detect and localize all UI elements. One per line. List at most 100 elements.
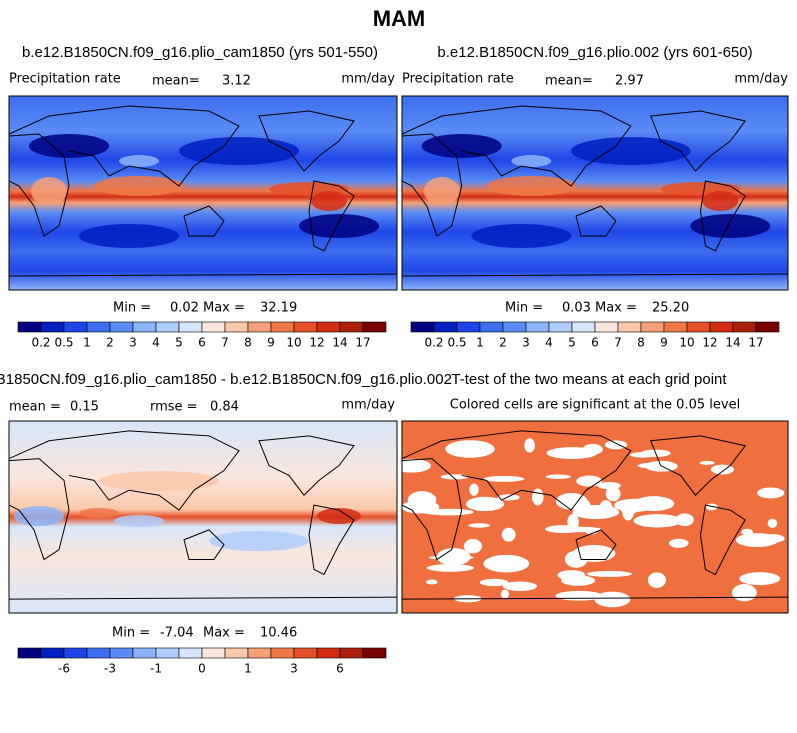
colorbar-box [63,321,88,333]
colorbar-box [617,321,642,333]
precip-feature [690,214,771,238]
colorbar-box [17,321,42,333]
colorbar-box [201,321,226,333]
insignificant-area [710,464,735,475]
rmse-label: rmse = [150,400,198,415]
colorbar-label: 0.5 [447,336,466,350]
colorbar-box [755,321,780,333]
colorbar-box [63,647,88,659]
colorbar-label: 0.2 [31,336,50,350]
colorbar-label: 2 [499,336,507,350]
colorbar-box [86,647,111,659]
colorbar-label: 0 [198,662,206,676]
colorbar-box [270,647,295,659]
diff-feature [114,515,164,527]
diff-feature [209,531,309,551]
insignificant-area [586,570,632,577]
mean-label: mean= [152,74,200,89]
min-label: Min = [505,301,543,316]
colorbar-box [178,647,203,659]
left-text: Precipitation rate [402,72,514,87]
max: 10.46 [260,626,297,641]
colorbar-box [709,321,734,333]
mean: 3.12 [222,74,251,89]
max: 25.20 [652,301,689,316]
colorbar-label: 14 [332,336,347,350]
precip-feature [79,224,179,248]
insignificant-area [402,458,431,473]
colorbar-box [132,321,157,333]
insignificant-area [555,493,588,510]
insignificant-area [605,486,621,502]
colorbar-label: -1 [150,662,162,676]
min: 0.03 [562,301,591,316]
insignificant-area [572,545,616,562]
precip-feature [29,134,109,158]
precip-feature [423,177,460,205]
mean-label: mean = [9,400,61,415]
colorbar-box [732,321,757,333]
colorbar-box [247,321,272,333]
min: 0.02 [170,301,199,316]
colorbar-label: 7 [614,336,622,350]
colorbar-box [247,647,272,659]
mean: 0.15 [70,400,99,415]
colorbar-box [17,647,42,659]
insignificant-area [604,440,628,450]
rmse: 0.84 [210,400,239,415]
map-field [402,421,788,613]
figure-title: MAM [373,6,426,31]
map-field [9,96,397,290]
insignificant-area [633,514,682,528]
colorbar-label: 1 [476,336,484,350]
colorbar-box [270,321,295,333]
insignificant-area [767,518,778,529]
insignificant-area [436,548,471,566]
insignificant-area [545,474,571,479]
colorbar-box [316,321,341,333]
insignificant-area [761,534,785,543]
colorbar-box [663,321,688,333]
min-label: Min = [113,301,151,316]
insignificant-area [647,572,666,588]
precip-feature [179,137,299,165]
colorbar-box [433,321,458,333]
colorbar-label: 14 [725,336,740,350]
insignificant-area [468,523,491,528]
diff-feature [99,471,219,491]
colorbar-box [479,321,504,333]
insignificant-area [561,575,596,586]
panel-title: b.e12.B1850CN.f09_g16.plio_cam1850 - b.e… [0,371,452,388]
map [8,420,398,614]
colorbar-box [40,647,65,659]
colorbar-box [410,321,435,333]
precip-feature [570,137,691,165]
colorbar-box [571,321,596,333]
map-frame [8,420,398,614]
colorbar-box [109,321,134,333]
precip-feature [94,176,184,196]
colorbar-label: -3 [104,662,116,676]
units: mm/day [341,398,395,413]
colorbar-label: 5 [175,336,183,350]
colorbar-box [686,321,711,333]
precip-feature [299,214,379,238]
colorbar-box [155,647,180,659]
map-frame [8,95,398,291]
left-text: Precipitation rate [9,72,121,87]
colorbar-label: 6 [591,336,599,350]
colorbar-label: 10 [679,336,694,350]
colorbar-box [201,647,226,659]
precip-feature [119,155,159,167]
insignificant-area [741,528,754,536]
insignificant-area [554,526,602,533]
colorbar-box [224,321,249,333]
colorbar-box [362,321,387,333]
map-field [402,96,788,290]
max-label: Max = [203,301,245,316]
insignificant-area [699,460,715,465]
insignificant-area [532,488,544,506]
insignificant-area [637,462,676,469]
map [401,420,789,614]
insignificant-area [501,527,516,542]
